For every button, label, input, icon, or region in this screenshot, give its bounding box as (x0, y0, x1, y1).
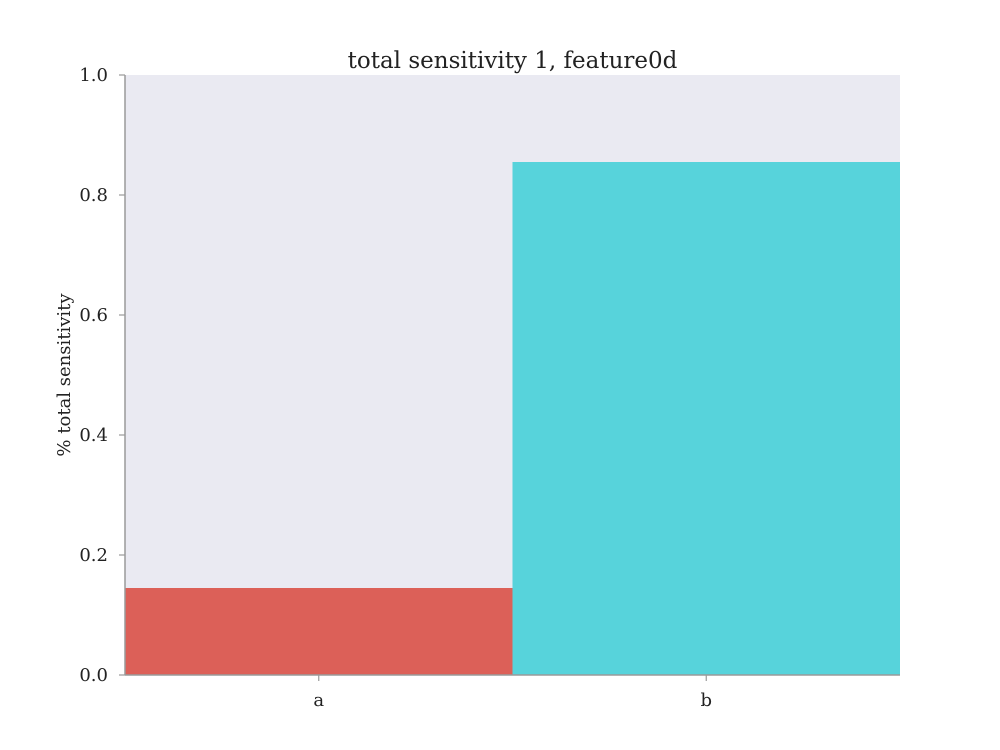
y-tick-label: 0.2 (79, 545, 108, 566)
x-tick-label: a (313, 690, 324, 711)
y-axis-label: % total sensitivity (54, 293, 75, 457)
y-tick-label: 1.0 (79, 65, 108, 86)
bar-a (125, 588, 513, 675)
y-tick-label: 0.4 (79, 425, 108, 446)
y-tick-label: 0.6 (79, 305, 108, 326)
bar-b (512, 162, 900, 675)
chart-title: total sensitivity 1, feature0d (348, 48, 678, 74)
y-ticks: 0.0 0.2 0.4 0.6 0.8 1.0 (79, 65, 125, 686)
y-tick-label: 0.0 (79, 665, 108, 686)
x-tick-label: b (700, 690, 712, 711)
bars-group (125, 162, 900, 675)
y-tick-label: 0.8 (79, 185, 108, 206)
